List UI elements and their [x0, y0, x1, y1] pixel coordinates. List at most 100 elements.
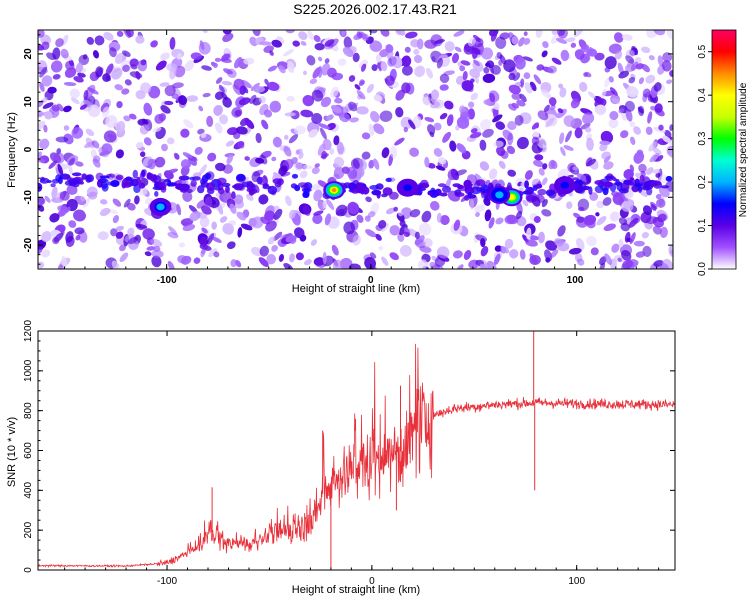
heatmap-signal-cell [356, 185, 367, 194]
heatmap-noise-cell [496, 52, 503, 60]
heatmap-noise-cell [379, 110, 393, 122]
heatmap-signal-cell [300, 184, 310, 189]
heatmap-noise-cell [608, 76, 614, 83]
heatmap-noise-cell [427, 124, 436, 135]
heatmap-noise-cell [588, 91, 596, 99]
heatmap-noise-cell [178, 95, 188, 106]
heatmap-noise-cell [302, 94, 315, 107]
heatmap-noise-cell [322, 138, 332, 151]
heatmap-signal-cell [86, 174, 94, 183]
heatmap-noise-cell [629, 232, 636, 245]
heatmap-signal-cell [154, 181, 159, 190]
heatmap-noise-cell [652, 147, 662, 155]
heatmap-noise-cell [538, 168, 545, 176]
heatmap-noise-cell [533, 74, 542, 85]
heatmap-noise-cell [442, 131, 452, 143]
heatmap-hotspot [562, 183, 568, 188]
heatmap-signal-cell [535, 183, 543, 189]
heatmap-noise-cell [579, 81, 588, 92]
heatmap-noise-cell [508, 72, 516, 81]
heatmap-signal-cell [464, 186, 475, 195]
heatmap-noise-cell [333, 156, 345, 168]
heatmap-noise-cell [380, 61, 388, 72]
heatmap-noise-cell [596, 216, 607, 226]
heatmap-noise-cell [223, 48, 231, 54]
heatmap-noise-cell [556, 37, 568, 44]
heatmap-noise-cell [241, 79, 252, 89]
heatmap-noise-cell [352, 159, 360, 169]
heatmap-noise-cell [318, 200, 324, 211]
heatmap-x-ticks: -100 0 100 [64, 30, 658, 286]
heatmap-noise-cell [425, 67, 434, 79]
heatmap-noise-cell [343, 36, 353, 50]
heatmap-noise-cell [413, 54, 423, 64]
heatmap-noise-cell [423, 238, 433, 248]
heatmap-noise-cell [207, 233, 214, 245]
heatmap-noise-cell [135, 223, 148, 229]
heatmap-signal-cell [484, 195, 489, 201]
heatmap-noise-cell [306, 55, 316, 66]
heatmap-noise-cell [570, 42, 577, 48]
heatmap-signal-cell [594, 180, 604, 185]
heatmap-noise-cell [329, 148, 335, 155]
heatmap-x-tick-label: 0 [368, 275, 374, 286]
heatmap-noise-cell [550, 33, 560, 44]
heatmap-noise-cell [658, 174, 668, 184]
heatmap-noise-cell [255, 132, 262, 144]
heatmap-noise-cell [623, 169, 634, 180]
heatmap-signal-cell [524, 180, 529, 189]
heatmap-y-axis-label: Frequency (Hz) [6, 112, 18, 188]
heatmap-noise-cell [73, 209, 86, 222]
heatmap-noise-cell [311, 113, 323, 124]
heatmap-noise-cell [373, 123, 385, 135]
heatmap-noise-cell [135, 35, 145, 44]
heatmap-noise-cell [409, 147, 420, 157]
heatmap-noise-cell [373, 94, 383, 102]
heatmap-noise-cell [507, 169, 517, 177]
heatmap-noise-cell [287, 61, 295, 73]
heatmap-noise-cell [587, 48, 598, 57]
heatmap-noise-cell [99, 207, 111, 217]
heatmap-noise-cell [283, 134, 289, 140]
heatmap-signal-cell [160, 185, 167, 193]
heatmap-noise-cell [630, 136, 636, 145]
heatmap-noise-cell [221, 53, 231, 62]
heatmap-noise-cell [596, 200, 605, 209]
heatmap-noise-cell [111, 260, 120, 269]
heatmap-noise-cell [166, 63, 178, 72]
heatmap-noise-cell [212, 236, 222, 243]
heatmap-signal-cell [200, 181, 209, 188]
heatmap-noise-cell [236, 126, 248, 135]
heatmap-signal-cell [174, 184, 184, 190]
heatmap-noise-cell [68, 59, 74, 67]
heatmap-noise-cell [311, 183, 322, 191]
heatmap-noise-cell [91, 140, 100, 149]
heatmap-noise-cell [604, 253, 612, 265]
heatmap-signal-cell [660, 185, 670, 189]
heatmap-noise-cell [613, 32, 624, 43]
heatmap-x-tick-label: 100 [567, 275, 584, 286]
heatmap-noise-cell [637, 105, 645, 117]
heatmap-noise-cell [656, 198, 666, 208]
snr-y-tick-label: 1200 [23, 319, 34, 342]
heatmap-noise-cell [514, 115, 524, 126]
heatmap-noise-cell [364, 256, 376, 269]
heatmap-noise-cell [544, 249, 553, 262]
heatmap-noise-cell [321, 63, 331, 76]
heatmap-noise-cell [108, 173, 116, 178]
heatmap-noise-cell [44, 111, 53, 120]
heatmap-noise-cell [94, 35, 105, 46]
heatmap-noise-cell [42, 102, 54, 109]
heatmap-noise-cell [640, 46, 651, 54]
heatmap-noise-cell [123, 115, 131, 122]
heatmap-noise-cell [436, 246, 450, 259]
heatmap-noise-cell [648, 55, 655, 61]
heatmap-signal-cell [178, 175, 190, 181]
heatmap-noise-cell [395, 89, 405, 101]
heatmap-noise-cell [397, 210, 403, 217]
heatmap-noise-cell [52, 74, 61, 80]
heatmap-noise-cell [403, 231, 410, 238]
heatmap-noise-cell [594, 52, 605, 61]
heatmap-noise-cell [470, 128, 478, 134]
heatmap-noise-cell [507, 120, 517, 131]
